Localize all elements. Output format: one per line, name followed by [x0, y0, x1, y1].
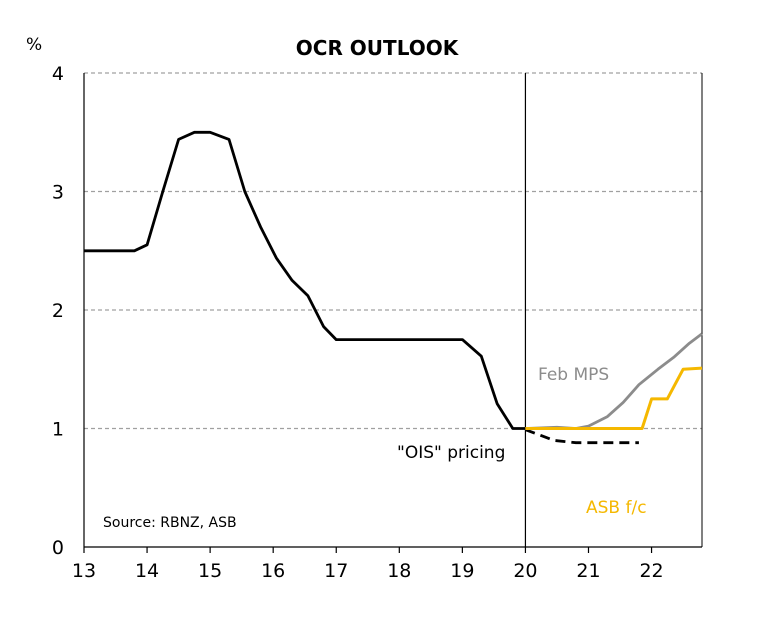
- series-labels: "OIS" pricing Feb MPS ASB f/c: [397, 365, 647, 518]
- series-label-ois: "OIS" pricing: [397, 443, 505, 463]
- x-tick-label: 21: [576, 560, 600, 582]
- series-label-feb-mps: Feb MPS: [538, 365, 609, 385]
- series-line-ois: [524, 428, 639, 445]
- y-axis-unit-label: %: [26, 35, 42, 55]
- x-tick-label: 15: [198, 560, 222, 582]
- x-tick-label: 19: [450, 560, 474, 582]
- y-tick-label: 1: [52, 419, 64, 441]
- y-tick-label: 2: [52, 300, 64, 322]
- axes: 0 1 2 3 4 13 14 15 16 17 18 19 20 21 22: [52, 63, 703, 582]
- y-tick-label: 4: [52, 63, 64, 85]
- x-tick-label: 18: [387, 560, 411, 582]
- chart-title: OCR OUTLOOK: [296, 36, 460, 60]
- x-tick-label: 22: [639, 560, 663, 582]
- x-tick-label: 17: [324, 560, 348, 582]
- y-tick-label: 3: [52, 182, 64, 204]
- series-line-history: [84, 130, 526, 430]
- y-tick-label: 0: [52, 537, 64, 559]
- series-label-asb: ASB f/c: [586, 498, 647, 518]
- series-lines: [84, 130, 703, 445]
- x-tick-label: 13: [72, 560, 96, 582]
- series-line-asb: [525, 366, 703, 430]
- gridlines: [84, 72, 702, 430]
- x-tick-label: 20: [513, 560, 537, 582]
- source-note: Source: RBNZ, ASB: [103, 515, 237, 531]
- x-tick-label: 16: [261, 560, 285, 582]
- x-tick-label: 14: [135, 560, 159, 582]
